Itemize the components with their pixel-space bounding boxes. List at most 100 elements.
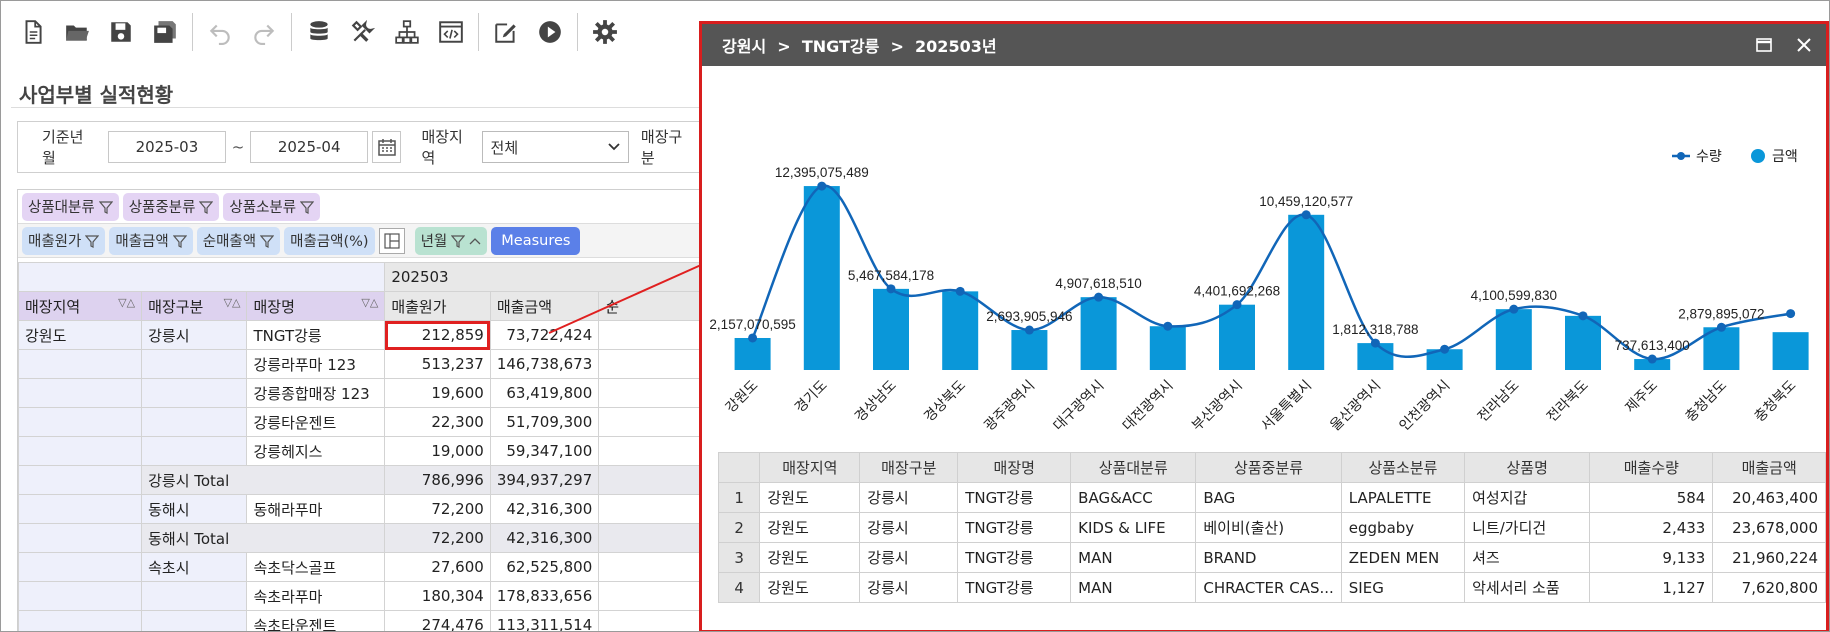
new-document-button[interactable] bbox=[11, 10, 55, 54]
net-sales-cell[interactable] bbox=[598, 523, 706, 553]
database-button[interactable] bbox=[297, 10, 341, 54]
save-all-button[interactable] bbox=[143, 10, 187, 54]
table-row[interactable]: 3 강원도 강릉시 TNGT강릉 MAN BRAND ZEDEN MEN 셔즈 9,133 21,… bbox=[717, 542, 1826, 573]
column-header[interactable] bbox=[717, 452, 761, 483]
sales-cell[interactable]: 59,347,100 bbox=[489, 436, 600, 466]
column-header[interactable]: 상품대분류 bbox=[1070, 452, 1197, 483]
cost-cell[interactable]: 513,237 bbox=[384, 349, 491, 379]
chart-bar[interactable] bbox=[1149, 326, 1186, 370]
column-header[interactable]: 상품소분류 bbox=[1340, 452, 1466, 483]
cost-cell[interactable]: 72,200 bbox=[384, 494, 491, 524]
row-header-region[interactable]: 매장지역 ▽△ bbox=[17, 291, 143, 321]
net-sales-cell[interactable] bbox=[598, 465, 706, 495]
net-sales-cell[interactable] bbox=[598, 610, 706, 631]
sales-cell[interactable]: 42,316,300 bbox=[489, 523, 600, 553]
period-to-input[interactable]: 2025-04 bbox=[250, 131, 368, 163]
cost-cell[interactable]: 212,859 bbox=[384, 320, 491, 350]
table-row[interactable]: 2 강원도 강릉시 TNGT강릉 KIDS & LIFE 베이비(출산) eggbaby 니트… bbox=[717, 512, 1826, 543]
sales-cell[interactable]: 62,525,800 bbox=[489, 552, 600, 582]
cost-cell[interactable]: 19,600 bbox=[384, 378, 491, 408]
chart-bar[interactable] bbox=[1080, 297, 1117, 370]
settings-button[interactable] bbox=[583, 10, 627, 54]
run-button[interactable] bbox=[528, 10, 572, 54]
column-chip[interactable]: 년월 bbox=[414, 226, 488, 255]
save-button[interactable] bbox=[99, 10, 143, 54]
cost-cell[interactable]: 27,600 bbox=[384, 552, 491, 582]
net-sales-cell[interactable] bbox=[598, 436, 706, 466]
x-tick-label: 경상북도 bbox=[921, 377, 969, 425]
measure-chip[interactable]: 매출원가 bbox=[22, 226, 106, 255]
table-row[interactable]: 1 강원도 강릉시 TNGT강릉 BAG&ACC BAG LAPALETTE 여성지갑 584 2… bbox=[717, 482, 1826, 513]
table-row[interactable]: 4 강원도 강릉시 TNGT강릉 MAN CHRACTER CAS... SIEG 악세서리 … bbox=[717, 572, 1826, 603]
net-sales-cell[interactable] bbox=[598, 349, 706, 379]
period-from-input[interactable]: 2025-03 bbox=[108, 131, 226, 163]
chart-bar[interactable] bbox=[1565, 315, 1601, 370]
sales-cell[interactable]: 113,311,514 bbox=[489, 610, 600, 631]
chart-bar[interactable] bbox=[1219, 304, 1255, 370]
table-cell: CHRACTER CAS... bbox=[1195, 572, 1342, 603]
sales-cell[interactable]: 178,833,656 bbox=[489, 581, 600, 611]
maximize-button[interactable] bbox=[1746, 24, 1782, 66]
filter-chip[interactable]: 상품소분류 bbox=[223, 192, 321, 221]
column-header[interactable]: 매출금액 bbox=[1712, 452, 1826, 483]
cost-cell[interactable]: 180,304 bbox=[384, 581, 491, 611]
sales-cell[interactable]: 63,419,800 bbox=[489, 378, 600, 408]
measure-chip[interactable]: 매출금액 bbox=[109, 226, 193, 255]
row-header-store[interactable]: 매장명 ▽△ bbox=[246, 291, 386, 321]
data-label: 2,879,895,072 bbox=[1678, 306, 1764, 321]
cost-cell[interactable]: 19,000 bbox=[384, 436, 491, 466]
chip-label: 상품대분류 bbox=[28, 200, 95, 216]
row-header-store-type[interactable]: 매장구분 ▽△ bbox=[141, 291, 248, 321]
table-cell: 584 bbox=[1589, 482, 1714, 513]
column-header[interactable]: 매장명 bbox=[957, 452, 1072, 483]
filter-chip[interactable]: 상품중분류 bbox=[122, 192, 220, 221]
chart-bar[interactable] bbox=[873, 288, 909, 370]
chart-bar[interactable] bbox=[1772, 332, 1809, 370]
filter-chip[interactable]: 상품대분류 bbox=[22, 192, 119, 221]
sales-cell[interactable]: 51,709,300 bbox=[489, 407, 600, 437]
undo-button[interactable] bbox=[198, 10, 242, 54]
sales-cell[interactable]: 146,738,673 bbox=[489, 349, 600, 379]
cost-cell[interactable]: 786,996 bbox=[384, 465, 491, 495]
measure-chip[interactable]: 매출금액(%) bbox=[284, 226, 375, 255]
chart-bar[interactable] bbox=[942, 291, 979, 370]
net-sales-cell[interactable] bbox=[598, 494, 706, 524]
redo-button[interactable] bbox=[242, 10, 286, 54]
corner-cell bbox=[17, 262, 386, 292]
net-sales-cell[interactable] bbox=[598, 581, 706, 611]
cost-cell[interactable]: 22,300 bbox=[384, 407, 491, 437]
close-button[interactable] bbox=[1786, 24, 1822, 66]
layout-toggle-button[interactable] bbox=[378, 227, 405, 254]
net-sales-cell[interactable] bbox=[598, 320, 706, 350]
chart-bar[interactable] bbox=[1426, 349, 1463, 370]
sales-cell[interactable]: 394,937,297 bbox=[489, 465, 600, 495]
open-folder-button[interactable] bbox=[55, 10, 99, 54]
net-sales-cell[interactable] bbox=[598, 407, 706, 437]
net-sales-cell[interactable] bbox=[598, 552, 706, 582]
column-header[interactable]: 매출수량 bbox=[1589, 452, 1714, 483]
chart-bar[interactable] bbox=[1495, 309, 1532, 370]
region-select[interactable]: 전체 bbox=[481, 131, 629, 163]
chart-bar[interactable] bbox=[803, 186, 840, 370]
sales-cell[interactable]: 73,722,424 bbox=[489, 320, 600, 350]
sales-cell[interactable]: 42,316,300 bbox=[489, 494, 600, 524]
column-header[interactable]: 매장지역 bbox=[759, 452, 861, 483]
column-header[interactable]: 매장구분 bbox=[859, 452, 959, 483]
measure-chip[interactable]: 순매출액 bbox=[196, 226, 281, 255]
chart-bar[interactable] bbox=[734, 337, 771, 370]
edit-button[interactable] bbox=[484, 10, 528, 54]
chart-bar[interactable] bbox=[1634, 359, 1671, 370]
chart-bar[interactable] bbox=[1703, 327, 1740, 370]
measures-chip[interactable]: Measures bbox=[491, 226, 581, 255]
cost-cell[interactable]: 72,200 bbox=[384, 523, 491, 553]
calendar-button[interactable] bbox=[372, 131, 402, 163]
column-header[interactable]: 상품명 bbox=[1464, 452, 1591, 483]
chart-bar[interactable] bbox=[1011, 330, 1048, 370]
tools-button[interactable] bbox=[341, 10, 385, 54]
net-sales-cell[interactable] bbox=[598, 378, 706, 408]
column-header[interactable]: 상품중분류 bbox=[1195, 452, 1342, 483]
code-window-button[interactable] bbox=[429, 10, 473, 54]
cost-cell[interactable]: 274,476 bbox=[384, 610, 491, 631]
chart-bar[interactable] bbox=[1288, 214, 1325, 370]
hierarchy-button[interactable] bbox=[385, 10, 429, 54]
